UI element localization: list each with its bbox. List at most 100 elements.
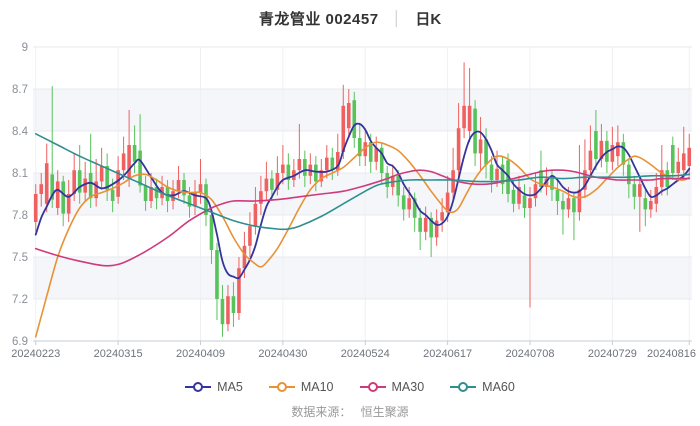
candle-body[interactable] bbox=[418, 217, 422, 232]
candle-body[interactable] bbox=[374, 147, 379, 162]
candle-body[interactable] bbox=[681, 153, 686, 171]
candle-body[interactable] bbox=[616, 142, 620, 157]
candle-body[interactable] bbox=[363, 142, 368, 157]
candle-body[interactable] bbox=[610, 145, 615, 162]
candle-body[interactable] bbox=[429, 217, 433, 238]
candle-body[interactable] bbox=[643, 198, 648, 210]
candle-body[interactable] bbox=[50, 174, 55, 200]
candle-body[interactable] bbox=[484, 139, 488, 165]
candle-body[interactable] bbox=[314, 164, 318, 182]
candlestick-series[interactable] bbox=[33, 62, 692, 337]
candle-body[interactable] bbox=[77, 170, 82, 193]
candle-body[interactable] bbox=[275, 173, 280, 190]
legend-item-ma30[interactable]: MA30 bbox=[359, 380, 424, 394]
candle-body[interactable] bbox=[627, 164, 631, 185]
candle-body[interactable] bbox=[511, 189, 516, 204]
candle-body[interactable] bbox=[237, 268, 241, 313]
candle-body[interactable] bbox=[451, 170, 455, 193]
candle-body[interactable] bbox=[396, 175, 400, 196]
candle-body[interactable] bbox=[368, 142, 373, 162]
candle-body[interactable] bbox=[138, 150, 142, 186]
candle-body[interactable] bbox=[110, 189, 115, 201]
candle-body[interactable] bbox=[286, 164, 291, 180]
candle-body[interactable] bbox=[61, 181, 66, 214]
candle-body[interactable] bbox=[533, 184, 538, 199]
candle-body[interactable] bbox=[182, 180, 186, 196]
candle-body[interactable] bbox=[423, 217, 428, 232]
candle-body[interactable] bbox=[88, 173, 93, 199]
candle-body[interactable] bbox=[462, 105, 466, 129]
candle-body[interactable] bbox=[99, 166, 104, 182]
candle-body[interactable] bbox=[143, 185, 148, 201]
candle-body[interactable] bbox=[473, 108, 477, 154]
candle-body[interactable] bbox=[335, 152, 340, 171]
candle-body[interactable] bbox=[325, 157, 329, 171]
candle-body[interactable] bbox=[385, 173, 390, 187]
candle-body[interactable] bbox=[165, 187, 170, 201]
candle-body[interactable] bbox=[550, 178, 554, 190]
candle-body[interactable] bbox=[303, 159, 307, 176]
candle-body[interactable] bbox=[209, 215, 214, 250]
candle-body[interactable] bbox=[572, 198, 576, 213]
candle-body[interactable] bbox=[220, 299, 225, 325]
candle-body[interactable] bbox=[215, 250, 219, 299]
candle-body[interactable] bbox=[259, 191, 263, 204]
candle-body[interactable] bbox=[94, 181, 98, 199]
candle-body[interactable] bbox=[555, 189, 560, 201]
candle-body[interactable] bbox=[121, 153, 126, 171]
candle-body[interactable] bbox=[330, 157, 335, 171]
candle-body[interactable] bbox=[517, 187, 521, 204]
candle-body[interactable] bbox=[638, 184, 642, 197]
candle-body[interactable] bbox=[105, 166, 109, 190]
candle-body[interactable] bbox=[561, 201, 565, 210]
candle-body[interactable] bbox=[72, 170, 76, 194]
candle-body[interactable] bbox=[500, 164, 505, 185]
candle-body[interactable] bbox=[401, 195, 406, 210]
candle-body[interactable] bbox=[341, 105, 346, 152]
candle-body[interactable] bbox=[456, 128, 461, 171]
candle-body[interactable] bbox=[242, 245, 247, 269]
candle-body[interactable] bbox=[434, 220, 439, 238]
candle-body[interactable] bbox=[270, 178, 274, 190]
candle-body[interactable] bbox=[83, 178, 87, 193]
candle-body[interactable] bbox=[297, 159, 302, 171]
candle-body[interactable] bbox=[357, 138, 362, 157]
candle-body[interactable] bbox=[193, 192, 197, 207]
candle-body[interactable] bbox=[66, 194, 71, 214]
candle-body[interactable] bbox=[44, 163, 49, 204]
candle-body[interactable] bbox=[522, 195, 527, 208]
candle-body[interactable] bbox=[264, 178, 269, 192]
candle-body[interactable] bbox=[676, 161, 681, 173]
candle-body[interactable] bbox=[583, 170, 587, 190]
candle-body[interactable] bbox=[154, 187, 159, 199]
candle-body[interactable] bbox=[440, 212, 444, 221]
candle-body[interactable] bbox=[352, 100, 357, 138]
candle-body[interactable] bbox=[670, 145, 675, 173]
candle-body[interactable] bbox=[599, 140, 604, 159]
candle-body[interactable] bbox=[149, 187, 153, 201]
candle-body[interactable] bbox=[594, 131, 598, 159]
candle-body[interactable] bbox=[253, 203, 258, 227]
candle-body[interactable] bbox=[248, 226, 252, 246]
candle-body[interactable] bbox=[187, 195, 192, 207]
candle-body[interactable] bbox=[566, 198, 571, 210]
candle-body[interactable] bbox=[445, 192, 450, 213]
candle-body[interactable] bbox=[55, 181, 60, 208]
candle-body[interactable] bbox=[39, 184, 44, 194]
candle-body[interactable] bbox=[687, 147, 692, 166]
candle-body[interactable] bbox=[649, 201, 653, 210]
candle-body[interactable] bbox=[127, 145, 131, 179]
candle-body[interactable] bbox=[379, 147, 384, 173]
candle-body[interactable] bbox=[632, 184, 637, 197]
candle-body[interactable] bbox=[467, 105, 472, 131]
candle-body[interactable] bbox=[528, 198, 532, 208]
candle-body[interactable] bbox=[116, 170, 120, 197]
candle-body[interactable] bbox=[198, 184, 203, 193]
candle-body[interactable] bbox=[478, 139, 483, 154]
legend-item-ma10[interactable]: MA10 bbox=[268, 380, 334, 394]
candle-body[interactable] bbox=[539, 170, 543, 187]
candle-body[interactable] bbox=[412, 198, 417, 218]
candle-body[interactable] bbox=[204, 184, 208, 215]
